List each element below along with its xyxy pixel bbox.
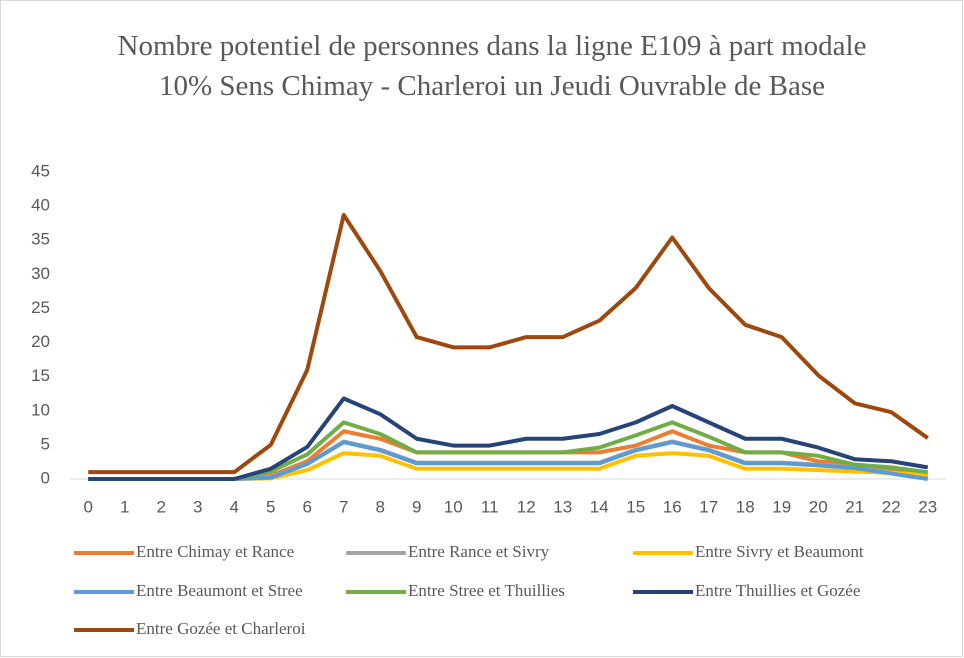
chart-title: Nombre potentiel de personnes dans la li… (117, 30, 867, 102)
legend-label: Entre Beaumont et Stree (136, 581, 303, 600)
x-tick-label: 23 (918, 497, 937, 516)
x-tick-label: 0 (84, 497, 93, 516)
x-tick-label: 1 (120, 497, 129, 516)
legend-label: Entre Stree et Thuillies (408, 581, 565, 600)
y-tick-label: 15 (31, 366, 50, 385)
series-line (88, 212, 929, 475)
y-tick-label: 35 (31, 230, 50, 249)
x-tick-label: 13 (553, 497, 572, 516)
x-tick-label: 20 (809, 497, 828, 516)
y-tick-label: 30 (31, 264, 50, 283)
x-tick-label: 9 (412, 497, 421, 516)
x-tick-label: 3 (193, 497, 202, 516)
legend-label: Entre Gozée et Charleroi (136, 619, 306, 638)
series-line (88, 396, 929, 481)
x-tick-label: 4 (230, 497, 239, 516)
x-tick-label: 12 (517, 497, 536, 516)
y-tick-label: 25 (31, 298, 50, 317)
x-tick-label: 22 (882, 497, 901, 516)
y-tick-label: 20 (31, 332, 50, 351)
x-tick-label: 19 (772, 497, 791, 516)
x-tick-label: 10 (444, 497, 463, 516)
y-tick-label: 40 (31, 196, 50, 215)
y-tick-label: 10 (31, 400, 50, 419)
x-tick-label: 17 (699, 497, 718, 516)
y-tick-label: 5 (41, 434, 50, 453)
legend-label: Entre Sivry et Beaumont (695, 542, 864, 561)
x-tick-label: 11 (481, 497, 499, 516)
x-tick-label: 14 (590, 497, 609, 516)
legend-label: Entre Chimay et Rance (136, 542, 294, 561)
y-tick-label: 45 (31, 161, 50, 180)
x-tick-label: 15 (626, 497, 645, 516)
x-tick-label: 7 (339, 497, 348, 516)
x-tick-label: 2 (157, 497, 166, 516)
y-tick-label: 0 (41, 468, 50, 487)
x-tick-label: 16 (663, 497, 682, 516)
x-tick-label: 8 (376, 497, 385, 516)
legend-label: Entre Rance et Sivry (408, 542, 550, 561)
x-tick-label: 21 (845, 497, 864, 516)
x-tick-label: 6 (303, 497, 312, 516)
x-tick-label: 18 (736, 497, 755, 516)
x-tick-label: 5 (266, 497, 275, 516)
legend-label: Entre Thuillies et Gozée (695, 581, 860, 600)
